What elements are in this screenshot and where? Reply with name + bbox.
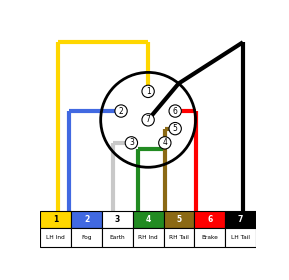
Text: 3: 3: [115, 215, 120, 224]
Circle shape: [169, 122, 181, 135]
Text: 3: 3: [129, 138, 134, 147]
Text: 2: 2: [84, 215, 89, 224]
Text: Brake: Brake: [201, 235, 218, 240]
Text: LH Ind: LH Ind: [46, 235, 65, 240]
Circle shape: [125, 137, 138, 149]
Bar: [164, 228, 194, 247]
Circle shape: [169, 105, 181, 117]
Text: 7: 7: [238, 215, 243, 224]
Text: 4: 4: [145, 215, 151, 224]
Text: 5: 5: [173, 124, 178, 133]
Text: 1: 1: [53, 215, 58, 224]
Text: Fog: Fog: [81, 235, 92, 240]
Bar: [194, 228, 225, 247]
Bar: [71, 211, 102, 228]
Text: 2: 2: [119, 107, 123, 116]
Text: 4: 4: [162, 138, 167, 147]
Circle shape: [142, 85, 154, 97]
Bar: [40, 228, 71, 247]
Text: 6: 6: [173, 107, 178, 116]
Text: 7: 7: [146, 115, 151, 124]
Circle shape: [159, 137, 171, 149]
Text: RH Ind: RH Ind: [138, 235, 158, 240]
Bar: [133, 211, 164, 228]
Bar: [40, 211, 71, 228]
Bar: [102, 228, 133, 247]
Text: 5: 5: [176, 215, 181, 224]
Bar: [194, 211, 225, 228]
Bar: [225, 211, 256, 228]
Text: 1: 1: [146, 87, 151, 96]
Bar: [225, 228, 256, 247]
Text: 6: 6: [207, 215, 212, 224]
Text: Earth: Earth: [110, 235, 125, 240]
Bar: [133, 228, 164, 247]
Bar: [164, 211, 194, 228]
Bar: [102, 211, 133, 228]
Text: LH Tail: LH Tail: [231, 235, 250, 240]
Circle shape: [142, 114, 154, 126]
Bar: [71, 228, 102, 247]
Text: RH Tail: RH Tail: [169, 235, 189, 240]
Circle shape: [115, 105, 127, 117]
